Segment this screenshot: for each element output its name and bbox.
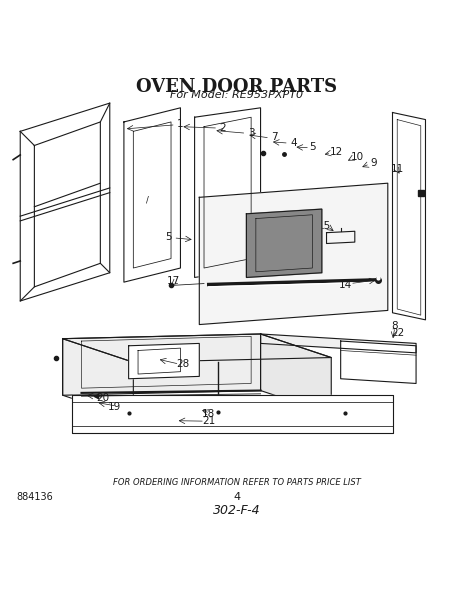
Polygon shape bbox=[63, 334, 261, 396]
Polygon shape bbox=[128, 343, 199, 379]
Text: 3: 3 bbox=[248, 128, 255, 138]
Text: FOR ORDERING INFORMATION REFER TO PARTS PRICE LIST: FOR ORDERING INFORMATION REFER TO PARTS … bbox=[113, 478, 361, 487]
Text: 4: 4 bbox=[233, 492, 241, 501]
Text: 1: 1 bbox=[177, 119, 184, 129]
Text: 15: 15 bbox=[318, 220, 331, 231]
Text: 22: 22 bbox=[392, 328, 405, 338]
Polygon shape bbox=[246, 209, 322, 278]
Polygon shape bbox=[195, 108, 261, 278]
Text: 10: 10 bbox=[351, 152, 364, 163]
Polygon shape bbox=[63, 339, 133, 419]
Polygon shape bbox=[63, 334, 331, 362]
Text: 21: 21 bbox=[202, 416, 215, 426]
Polygon shape bbox=[341, 341, 416, 383]
Text: 8: 8 bbox=[392, 320, 398, 330]
Text: For Model: RE953PXPT0: For Model: RE953PXPT0 bbox=[171, 90, 303, 99]
Text: 2: 2 bbox=[219, 123, 226, 132]
Text: 4: 4 bbox=[290, 138, 297, 147]
Polygon shape bbox=[124, 108, 181, 282]
Text: OVEN DOOR PARTS: OVEN DOOR PARTS bbox=[137, 78, 337, 96]
Polygon shape bbox=[20, 103, 110, 301]
Text: 9: 9 bbox=[370, 158, 377, 168]
Polygon shape bbox=[72, 396, 392, 433]
Text: 11: 11 bbox=[391, 164, 404, 174]
Text: 28: 28 bbox=[176, 359, 190, 368]
Text: 14: 14 bbox=[339, 279, 352, 290]
Text: 12: 12 bbox=[329, 147, 343, 157]
Polygon shape bbox=[261, 334, 331, 414]
Text: 884136: 884136 bbox=[16, 492, 53, 501]
Text: 17: 17 bbox=[167, 276, 180, 286]
Text: 5: 5 bbox=[165, 232, 172, 243]
Text: /: / bbox=[146, 195, 149, 204]
Text: 302-F-4: 302-F-4 bbox=[213, 504, 261, 517]
Polygon shape bbox=[261, 334, 416, 353]
Polygon shape bbox=[199, 183, 388, 324]
Polygon shape bbox=[392, 113, 426, 320]
Text: 20: 20 bbox=[96, 393, 109, 403]
Text: 18: 18 bbox=[202, 409, 215, 419]
Text: 5: 5 bbox=[309, 143, 316, 152]
Text: 7: 7 bbox=[272, 132, 278, 143]
Text: 19: 19 bbox=[108, 402, 121, 412]
